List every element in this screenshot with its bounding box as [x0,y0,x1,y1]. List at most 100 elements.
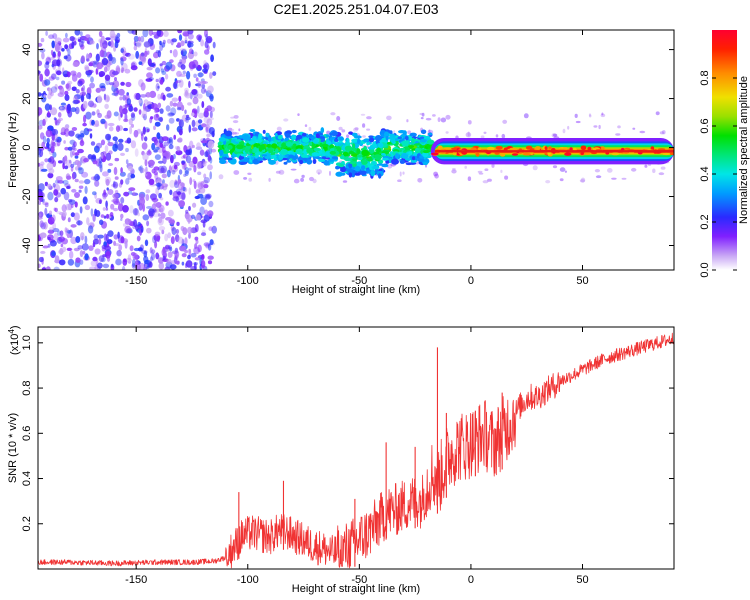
heatmap-cell [84,37,89,42]
heatmap-cell [195,189,201,194]
heatmap-cell [87,40,90,45]
heatmap-cell [118,244,123,251]
heatmap-cell [96,43,99,50]
heatmap-cell [187,30,194,35]
heatmap-cell [615,133,621,136]
y-tick-label: 40 [21,43,33,55]
heatmap-cell [151,197,159,203]
heatmap-cell [155,202,162,208]
heatmap-cell [204,151,209,158]
heatmap-cell [133,92,140,100]
heatmap-cell [366,128,371,131]
heatmap-cell [180,64,186,70]
heatmap-cell [64,94,70,101]
heatmap-cell [174,250,180,259]
heatmap-cell [176,146,181,152]
heatmap-cell [105,207,109,211]
heatmap-cell [233,115,239,119]
heatmap-cell [71,127,78,131]
heatmap-cell [208,117,214,121]
heatmap-cell [162,179,165,185]
heatmap-cell [80,31,83,37]
heatmap-cell [141,142,148,150]
heatmap-cell [197,80,202,89]
heatmap-cell [104,145,109,153]
heatmap-cell [191,89,198,95]
heatmap-cell [137,247,143,252]
heatmap-cell [86,92,91,100]
heatmap-cell [134,148,139,157]
heatmap-cell [94,120,100,127]
heatmap-cell [52,33,58,40]
heatmap-cell [202,64,208,69]
heatmap-cell [52,228,60,233]
heatmap-cell [145,92,151,98]
heatmap-cell [82,122,87,127]
heatmap-cell [98,30,103,38]
heatmap-cell [391,158,399,165]
heatmap-cell [296,134,303,140]
heatmap-cell [140,35,145,43]
heatmap-cell [112,70,119,76]
heatmap-cell [545,180,551,184]
heatmap-cell [204,209,209,216]
heatmap-cell [53,266,60,270]
heatmap-cell [209,171,212,180]
heatmap-cell [60,127,66,136]
heatmap-cell [657,148,666,151]
heatmap-cell [284,133,291,139]
heatmap-cell [120,213,124,219]
x-tick-label: -100 [237,275,259,287]
heatmap-cell [126,137,132,144]
heatmap-cell [335,171,343,177]
heatmap-cell [38,143,41,147]
heatmap-cell [161,248,167,257]
heatmap-cell [83,100,88,109]
heatmap-cell [47,229,55,234]
heatmap-cell [71,203,74,209]
heatmap-cell [43,94,47,98]
heatmap-cell [163,30,169,37]
heatmap-cell [169,246,173,252]
heatmap-cell [44,79,51,86]
heatmap-cell [130,112,135,118]
heatmap-cell [167,251,173,258]
heatmap-cell [329,132,333,136]
heatmap-cell [70,224,77,228]
heatmap-cell [158,226,166,231]
heatmap-cell [124,218,131,225]
heatmap-cell [79,130,85,139]
heatmap-cell [329,150,336,155]
heatmap-cell [129,126,133,135]
heatmap-cell [399,159,406,164]
heatmap-cell [445,131,449,134]
heatmap-cell [116,32,121,38]
heatmap-cell [291,159,298,163]
heatmap-cell [164,244,171,250]
heatmap-cell [42,245,49,249]
heatmap-cell [75,257,81,264]
heatmap-cell [111,57,117,64]
heatmap-cell [82,250,86,255]
heatmap-cell [669,152,674,156]
heatmap-cell [315,156,322,160]
heatmap-cell [153,201,157,206]
heatmap-cell [180,40,185,47]
heatmap-cell [362,135,366,138]
heatmap-cell [138,99,142,104]
heatmap-cell [166,124,170,131]
heatmap-cell [378,142,384,149]
heatmap-cell [370,170,376,177]
heatmap-cell [148,178,155,185]
heatmap-cell [152,211,160,218]
heatmap-cell [61,48,65,52]
heatmap-cell [194,236,199,241]
heatmap-cell [48,57,55,61]
heatmap-cell [132,191,135,196]
heatmap-cell [495,145,503,150]
heatmap-cell [200,260,206,268]
heatmap-cell [203,184,209,189]
heatmap-cell [95,142,103,149]
heatmap-cell [125,147,129,153]
